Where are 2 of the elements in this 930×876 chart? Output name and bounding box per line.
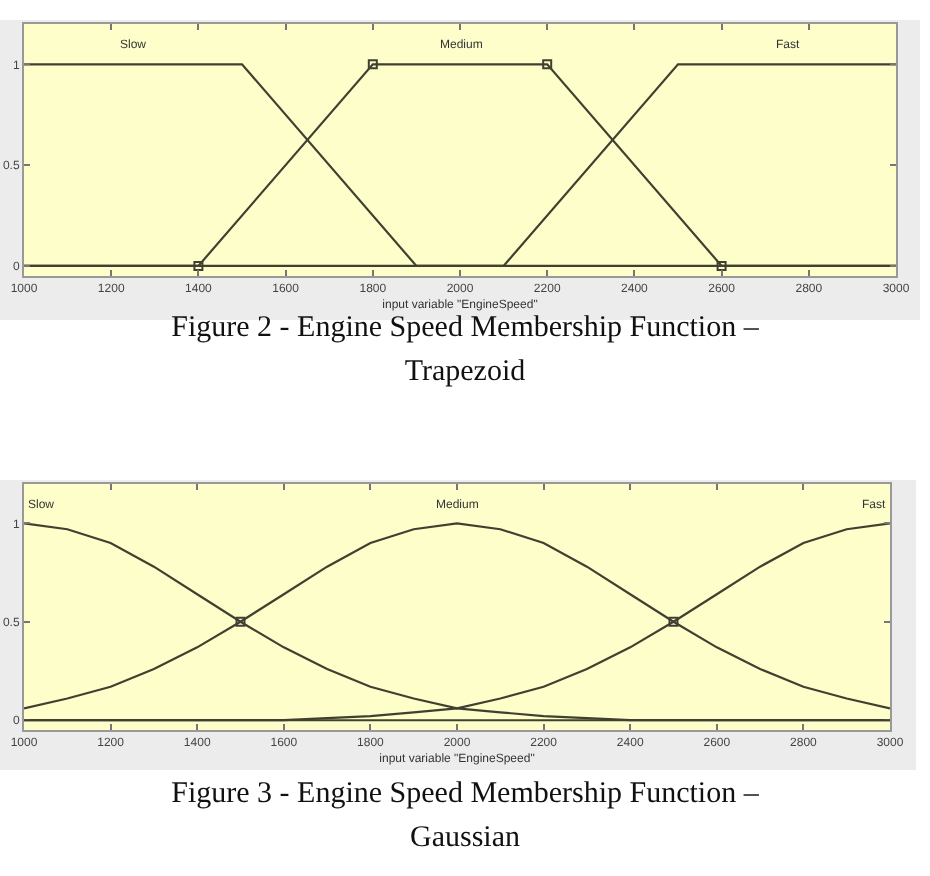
caption: Figure 3 - Engine Speed Membership Function – Gaussian (169, 776, 761, 858)
caption: Figure 2 - Engine Speed Membership Function – Trapezoid (171, 312, 759, 388)
